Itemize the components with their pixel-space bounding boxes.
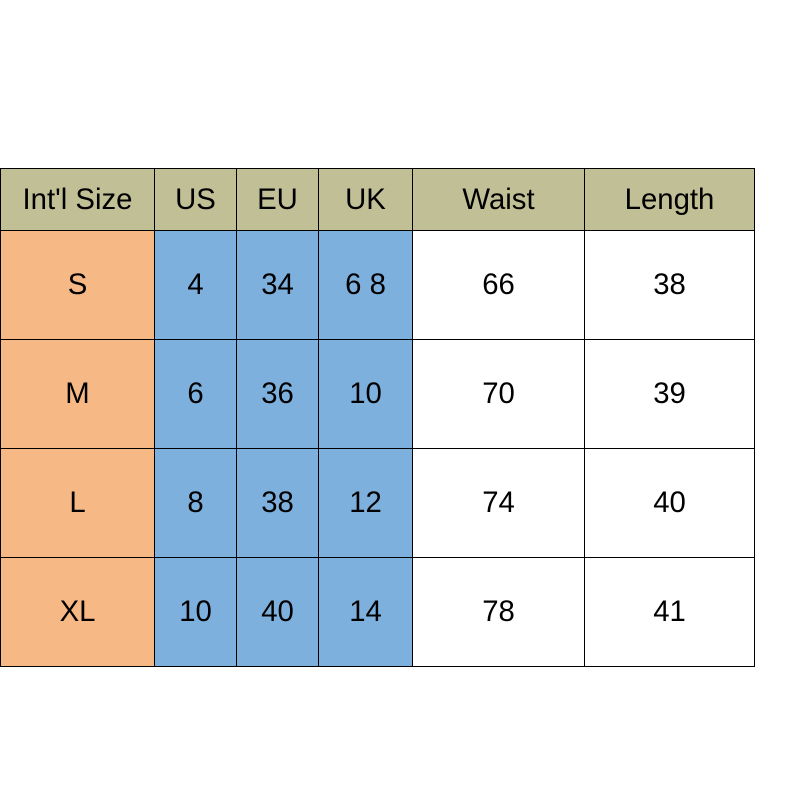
- cell-us: 6: [155, 340, 237, 449]
- cell-waist: 70: [413, 340, 585, 449]
- stage: Int'l SizeUSEUUKWaistLength S4346 86638M…: [0, 0, 800, 800]
- cell-uk: 12: [319, 449, 413, 558]
- cell-length: 41: [585, 558, 755, 667]
- cell-uk: 6 8: [319, 231, 413, 340]
- cell-us: 4: [155, 231, 237, 340]
- cell-waist: 74: [413, 449, 585, 558]
- cell-intl: M: [1, 340, 155, 449]
- cell-uk: 14: [319, 558, 413, 667]
- cell-length: 40: [585, 449, 755, 558]
- cell-waist: 78: [413, 558, 585, 667]
- header-intl: Int'l Size: [1, 169, 155, 231]
- header-eu: EU: [237, 169, 319, 231]
- cell-intl: S: [1, 231, 155, 340]
- header-uk: UK: [319, 169, 413, 231]
- size-chart-table: Int'l SizeUSEUUKWaistLength S4346 86638M…: [0, 168, 755, 667]
- cell-intl: L: [1, 449, 155, 558]
- cell-length: 38: [585, 231, 755, 340]
- table-row: S4346 86638: [1, 231, 755, 340]
- table-head: Int'l SizeUSEUUKWaistLength: [1, 169, 755, 231]
- cell-waist: 66: [413, 231, 585, 340]
- cell-us: 10: [155, 558, 237, 667]
- cell-eu: 34: [237, 231, 319, 340]
- cell-length: 39: [585, 340, 755, 449]
- header-row: Int'l SizeUSEUUKWaistLength: [1, 169, 755, 231]
- table-body: S4346 86638M636107039L838127440XL1040147…: [1, 231, 755, 667]
- cell-eu: 40: [237, 558, 319, 667]
- cell-eu: 36: [237, 340, 319, 449]
- table-row: L838127440: [1, 449, 755, 558]
- table-row: XL1040147841: [1, 558, 755, 667]
- cell-intl: XL: [1, 558, 155, 667]
- cell-eu: 38: [237, 449, 319, 558]
- header-length: Length: [585, 169, 755, 231]
- table-row: M636107039: [1, 340, 755, 449]
- cell-uk: 10: [319, 340, 413, 449]
- header-waist: Waist: [413, 169, 585, 231]
- cell-us: 8: [155, 449, 237, 558]
- header-us: US: [155, 169, 237, 231]
